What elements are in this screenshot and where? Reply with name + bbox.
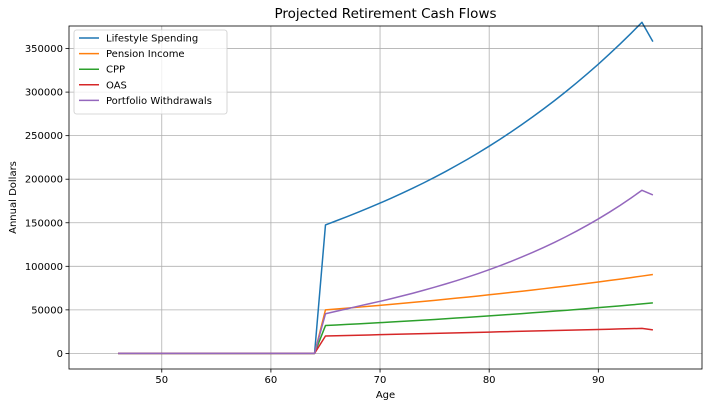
y-tick-label: 250000 (25, 131, 63, 142)
y-axis-label: Annual Dollars (8, 161, 19, 234)
x-tick-label: 50 (155, 375, 168, 386)
x-tick-label: 80 (483, 375, 496, 386)
legend-label: Portfolio Withdrawals (106, 96, 212, 107)
y-tick-label: 0 (57, 349, 63, 360)
x-tick-label: 60 (265, 375, 278, 386)
y-tick-label: 150000 (25, 218, 63, 229)
x-axis-label: Age (376, 390, 395, 401)
series-lines (118, 21, 654, 355)
series-line-portfolio-withdrawals (118, 189, 654, 355)
y-tick-label: 50000 (31, 305, 63, 316)
y-axis-ticks: 0 50000 100000 150000 200000 250000 300000 3500… (25, 44, 69, 360)
plot-frame (68, 25, 703, 370)
legend-label: Lifestyle Spending (106, 34, 198, 45)
series-line-cpp (118, 302, 653, 355)
legend: Lifestyle Spending Pension Income CPP OAS Po… (73, 29, 228, 115)
y-tick-label: 350000 (25, 44, 63, 55)
series-line-pension-income (118, 273, 653, 355)
legend-label: Pension Income (106, 49, 185, 60)
x-axis-ticks: 50 60 70 80 90 (155, 369, 605, 386)
y-tick-label: 300000 (25, 88, 63, 99)
series-line-oas (118, 327, 653, 355)
legend-label: CPP (106, 65, 125, 76)
chart-title: Projected Retirement Cash Flows (274, 6, 496, 22)
y-tick-label: 200000 (25, 175, 63, 186)
x-tick-label: 90 (592, 375, 605, 386)
legend-box (73, 29, 228, 115)
x-tick-label: 70 (374, 375, 387, 386)
legend-label: OAS (106, 80, 127, 91)
y-tick-label: 100000 (25, 262, 63, 273)
